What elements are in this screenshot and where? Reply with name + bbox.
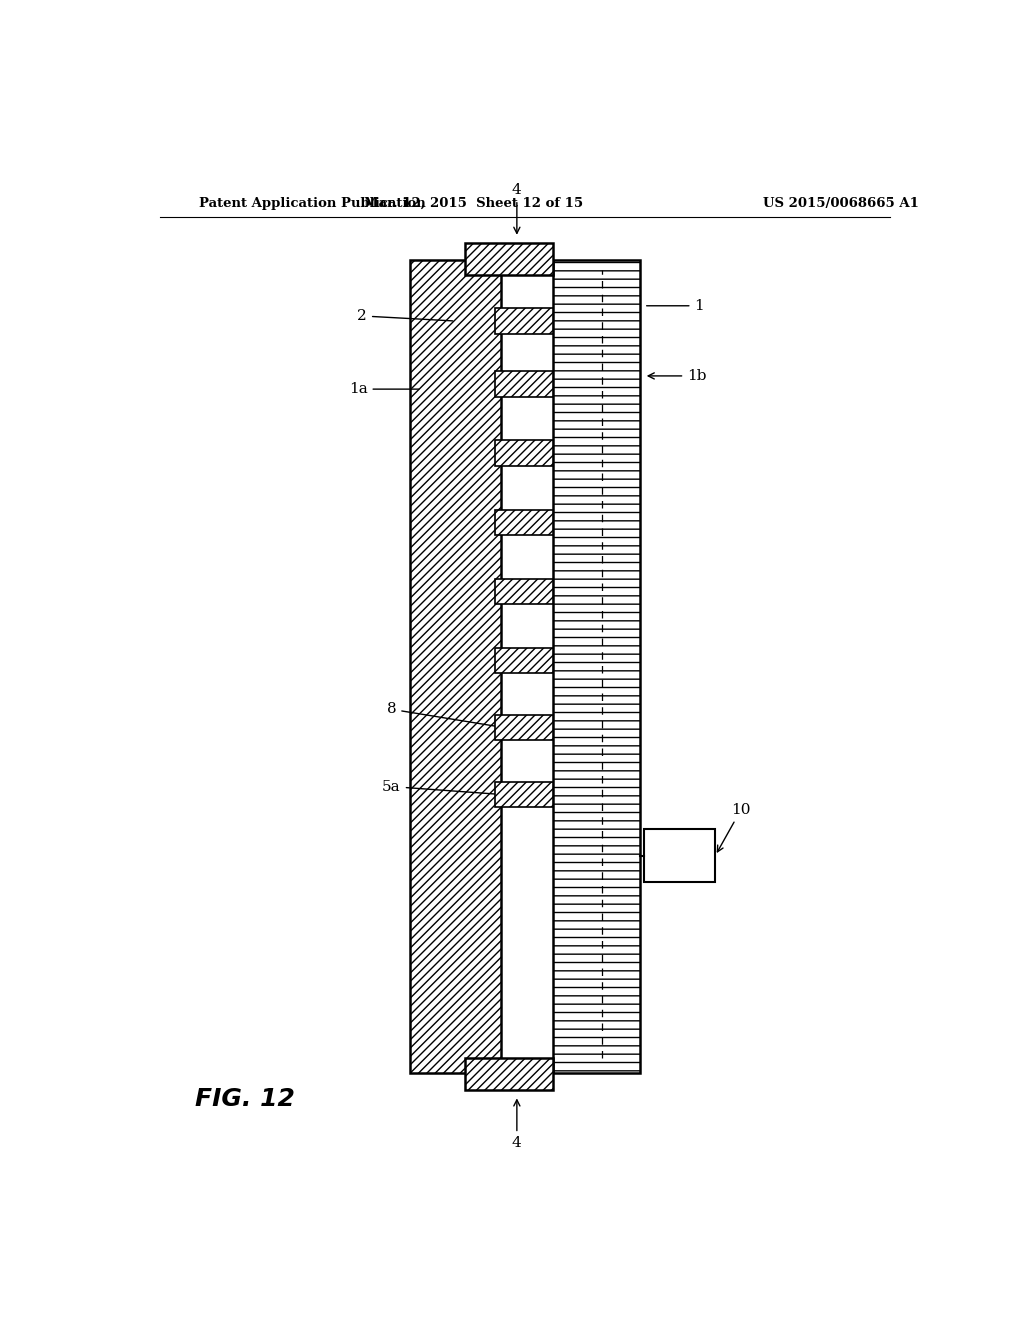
Bar	[553, 260, 640, 1073]
Text: FIG. 12: FIG. 12	[196, 1086, 295, 1110]
Bar	[495, 578, 553, 605]
Bar	[495, 715, 553, 741]
Bar	[495, 309, 553, 334]
Bar	[495, 781, 553, 808]
Bar	[465, 243, 553, 276]
Text: 4: 4	[512, 1100, 522, 1150]
Text: 8: 8	[387, 702, 502, 727]
Text: 5a: 5a	[382, 780, 502, 795]
Bar	[495, 510, 553, 535]
Bar	[495, 648, 553, 673]
Text: 2: 2	[357, 309, 453, 323]
Bar	[644, 829, 715, 882]
Bar	[465, 1057, 553, 1090]
Text: Mar. 12, 2015  Sheet 12 of 15: Mar. 12, 2015 Sheet 12 of 15	[364, 197, 583, 210]
Bar	[495, 371, 553, 397]
Bar	[495, 441, 553, 466]
Text: 1a: 1a	[349, 381, 419, 396]
Text: 1b: 1b	[648, 368, 707, 383]
Text: 4: 4	[512, 183, 522, 234]
Text: 1: 1	[646, 298, 705, 313]
Text: 10: 10	[718, 803, 751, 851]
Text: Patent Application Publication: Patent Application Publication	[200, 197, 426, 210]
Text: US 2015/0068665 A1: US 2015/0068665 A1	[763, 197, 919, 210]
Bar	[410, 260, 501, 1073]
